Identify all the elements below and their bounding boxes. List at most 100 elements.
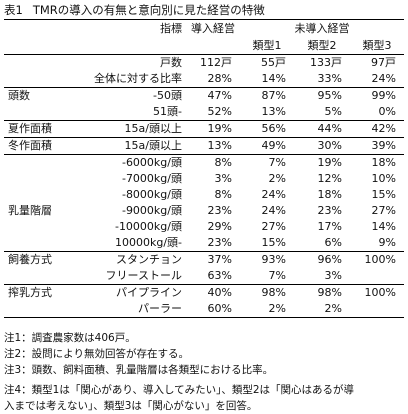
row-label: -6000kg/頭 — [82, 154, 186, 171]
cell-type1: 27% — [261, 220, 286, 233]
cell-adopted: 8% — [186, 154, 240, 171]
row-label: 全体に対する比率 — [94, 72, 182, 85]
table-row: 飼養方式 スタンチョン 37% 93% 96% 100% — [4, 251, 404, 268]
cell-type3: 99% — [350, 87, 404, 104]
row-label: フリーストール — [105, 269, 182, 282]
cell-type3: 14% — [371, 220, 396, 233]
cell-adopted: 8% — [214, 188, 232, 201]
row-label: 15a/頭以上 — [82, 120, 186, 138]
cell-adopted: 28% — [207, 72, 232, 85]
table-row: 51頭- 52% 13% 5% 0% — [4, 104, 404, 121]
header-adopted: 導入経営 — [186, 19, 240, 55]
table-row: 全体に対する比率 28% 14% 33% 24% — [4, 71, 404, 88]
cell-type2: 18% — [317, 188, 342, 201]
cell-type2: 6% — [324, 236, 342, 249]
cell-type1: 2% — [240, 301, 294, 318]
row-category — [4, 71, 82, 88]
cell-type1: 55戸 — [240, 54, 294, 71]
table-row: 10000kg/頭- 23% 15% 6% 9% — [4, 235, 404, 252]
row-category — [4, 219, 82, 235]
cell-type3 — [350, 268, 404, 285]
table-row: -6000kg/頭 8% 7% 19% 18% — [4, 154, 404, 171]
cell-adopted: 47% — [186, 87, 240, 104]
table-row: 搾乳方式 パイプライン 40% 98% 98% 100% — [4, 284, 404, 301]
row-label: 51頭- — [153, 105, 182, 118]
row-label: スタンチョン — [82, 251, 186, 268]
cell-adopted: 37% — [186, 251, 240, 268]
cell-type2: 19% — [294, 154, 350, 171]
cell-type1: 56% — [240, 120, 294, 138]
table-row: 戸数 112戸 55戸 133戸 97戸 — [4, 54, 404, 71]
note-4-cont: 入までは考えない」、類型3は「関心がない」を回答。 — [4, 400, 258, 412]
header-row-1: 指標 導入経営 未導入経営 — [4, 19, 404, 55]
table-row: -7000kg/頭 3% 2% 12% 10% — [4, 171, 404, 187]
table-number: 表1 — [4, 3, 23, 17]
cell-type3: 42% — [350, 120, 404, 138]
header-type2: 類型2 — [307, 39, 337, 52]
cell-type1: 13% — [261, 105, 286, 118]
cell-type3: 9% — [378, 236, 396, 249]
cell-adopted: 40% — [186, 284, 240, 301]
table-row: 乳量階層 -9000kg/頭 23% 24% 23% 27% — [4, 203, 404, 219]
row-label: -10000kg/頭 — [114, 220, 182, 233]
table-row: 冬作面積 15a/頭以上 13% 49% 30% 39% — [4, 137, 404, 155]
cell-adopted: 60% — [186, 301, 240, 318]
cell-type1: 93% — [240, 251, 294, 268]
cell-type3: 39% — [350, 137, 404, 155]
row-label: -50頭 — [82, 87, 186, 104]
table-title: 表1 TMRの導入の有無と意向別に見た経営の特徴 — [4, 2, 265, 18]
cell-type1: 87% — [240, 87, 294, 104]
cell-adopted: 23% — [207, 236, 232, 249]
row-category: 冬作面積 — [4, 137, 82, 155]
row-label: -8000kg/頭 — [121, 188, 182, 201]
cell-type2: 5% — [324, 105, 342, 118]
cell-adopted: 29% — [207, 220, 232, 233]
table-row: 頭数 -50頭 47% 87% 95% 99% — [4, 87, 404, 104]
cell-type3 — [350, 301, 404, 318]
cell-type1: 49% — [240, 137, 294, 155]
cell-type2: 23% — [317, 204, 342, 217]
header-indicator: 指標 — [82, 19, 186, 37]
cell-type2: 98% — [294, 284, 350, 301]
row-category: 頭数 — [4, 87, 82, 104]
cell-type3: 100% — [350, 251, 404, 268]
cell-adopted: 23% — [207, 204, 232, 217]
cell-type1: 7% — [268, 269, 286, 282]
cell-type1: 7% — [240, 154, 294, 171]
row-category: 夏作面積 — [4, 120, 82, 138]
table-row: パーラー 60% 2% 2% — [4, 301, 404, 318]
row-category — [4, 301, 82, 318]
cell-type2: 44% — [294, 120, 350, 138]
row-category — [4, 54, 82, 71]
cell-type3: 15% — [371, 188, 396, 201]
table-row: フリーストール 63% 7% 3% — [4, 268, 404, 285]
row-category: 搾乳方式 — [4, 284, 82, 301]
cell-type2: 133戸 — [294, 54, 350, 71]
cell-type3: 18% — [350, 154, 404, 171]
cell-type2: 17% — [317, 220, 342, 233]
cell-adopted: 52% — [207, 105, 232, 118]
header-type1: 類型1 — [252, 39, 282, 52]
cell-adopted: 63% — [207, 269, 232, 282]
row-category — [4, 235, 82, 252]
row-label: パイプライン — [82, 284, 186, 301]
note-3: 注3：頭数、飼料面積、乳量階層は各類型における比率。 — [4, 364, 274, 376]
cell-type3: 27% — [371, 204, 396, 217]
table-row: -10000kg/頭 29% 27% 17% 14% — [4, 219, 404, 235]
cell-type2: 3% — [324, 269, 342, 282]
header-type3: 類型3 — [362, 39, 392, 52]
row-category — [4, 187, 82, 203]
cell-adopted: 112戸 — [186, 54, 240, 71]
cell-type1: 24% — [261, 204, 286, 217]
row-category — [4, 171, 82, 187]
cell-type3: 10% — [371, 172, 396, 185]
header-row-2: 類型1 類型2 類型3 — [4, 37, 404, 55]
row-label: -7000kg/頭 — [121, 172, 182, 185]
cell-type3: 97戸 — [350, 54, 404, 71]
cell-type1: 15% — [261, 236, 286, 249]
cell-type3: 100% — [350, 284, 404, 301]
table-body: 戸数 112戸 55戸 133戸 97戸 全体に対する比率 28% 14% 33% 24% 頭数 -5… — [4, 54, 404, 318]
row-category — [4, 154, 82, 171]
table-caption: TMRの導入の有無と意向別に見た経営の特徴 — [32, 3, 265, 17]
